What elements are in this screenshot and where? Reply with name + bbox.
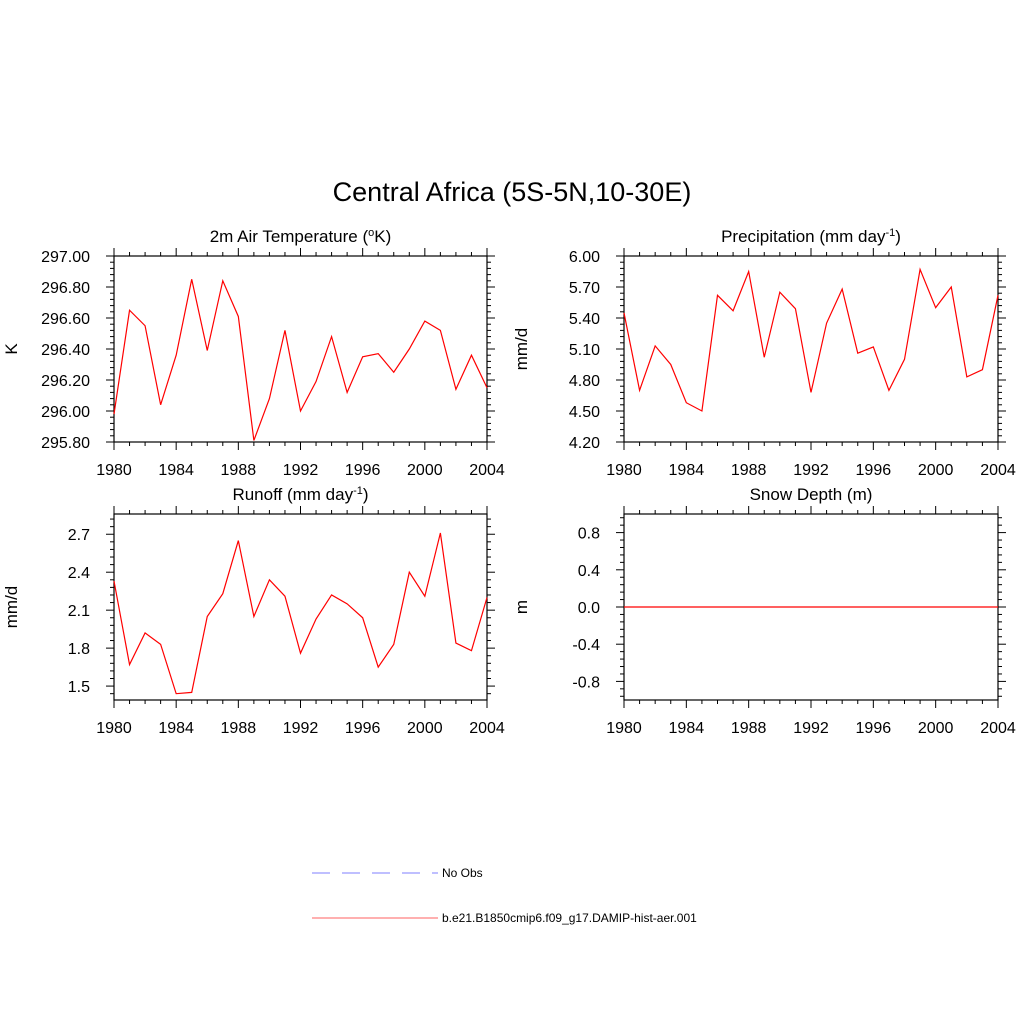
- panel-title: Snow Depth (m): [750, 485, 873, 504]
- y-tick-label: 295.80: [41, 435, 90, 452]
- panel-title-tail: K): [374, 227, 391, 246]
- y-tick-label: -0.4: [572, 637, 600, 654]
- panel-title: 2m Air Temperature (oK): [210, 227, 392, 246]
- y-tick-label: 6.00: [569, 249, 600, 266]
- y-tick-label: 296.20: [41, 373, 90, 390]
- y-tick-label: 5.10: [569, 342, 600, 359]
- y-tick-label: 2.1: [68, 603, 90, 620]
- panel-title-text: Runoff (mm day: [232, 485, 353, 504]
- y-tick-label: 297.00: [41, 249, 90, 266]
- x-tick-label: 1992: [793, 720, 829, 737]
- panel-title-tail: ): [895, 227, 901, 246]
- figure-title: Central Africa (5S-5N,10-30E): [333, 177, 692, 207]
- x-tick-label: 1996: [345, 720, 381, 737]
- plot-frame: [113, 255, 488, 443]
- panel-title-superscript: -1: [353, 485, 363, 497]
- panel-title-text: Precipitation (mm day: [721, 227, 886, 246]
- series-line-1: [113, 278, 488, 441]
- y-tick-label: 0.8: [578, 526, 600, 543]
- x-tick-label: 1984: [669, 720, 705, 737]
- x-tick-label: 2004: [980, 462, 1016, 479]
- panel-title-superscript: -1: [885, 227, 895, 239]
- x-tick-label: 1992: [283, 462, 319, 479]
- x-tick-label: 1980: [606, 462, 642, 479]
- x-tick-label: 2000: [407, 720, 443, 737]
- y-tick-label: 4.50: [569, 404, 600, 421]
- y-tick-label: 296.40: [41, 342, 90, 359]
- legend-label-1: No Obs: [442, 866, 483, 880]
- x-tick-label: 1996: [345, 462, 381, 479]
- x-tick-label: 1980: [606, 720, 642, 737]
- y-tick-label: 4.20: [569, 435, 600, 452]
- panel-3: 1980 1984 1988 1992 1996 2000 2004 1.5 1.8 2.1 2.4…: [2, 485, 505, 737]
- x-tick-label: 2000: [407, 462, 443, 479]
- y-tick-label: 4.80: [569, 373, 600, 390]
- x-tick-label: 1992: [793, 462, 829, 479]
- plot-frame: [623, 255, 999, 443]
- panel-title-tail: ): [363, 485, 369, 504]
- x-tick-label: 2000: [918, 720, 954, 737]
- x-tick-label: 1996: [856, 462, 892, 479]
- panel-1: 1980 1984 1988 1992 1996 2000 2004 295.80 296.00…: [2, 227, 505, 479]
- x-tick-label: 1984: [158, 462, 194, 479]
- panel-title: Runoff (mm day-1): [232, 485, 368, 504]
- y-tick-label: 1.5: [68, 679, 90, 696]
- y-axis-label: mm/d: [512, 328, 531, 371]
- y-tick-label: 0.4: [578, 563, 600, 580]
- x-tick-label: 1988: [731, 462, 767, 479]
- panel-title-text: 2m Air Temperature (: [210, 227, 369, 246]
- series-line-1: [113, 532, 488, 695]
- panel-2: 1980 1984 1988 1992 1996 2000 2004 4.20 4.50 4.80…: [512, 227, 1016, 479]
- x-tick-label: 2004: [980, 720, 1016, 737]
- panels: 1980 1984 1988 1992 1996 2000 2004 295.80 296.00…: [2, 227, 1016, 737]
- y-tick-label: 5.70: [569, 280, 600, 297]
- panel-title-text: Snow Depth (m): [750, 485, 873, 504]
- x-tick-label: 1996: [856, 720, 892, 737]
- y-tick-label: 0.0: [578, 600, 600, 617]
- legend: No Obs b.e21.B1850cmip6.f09_g17.DAMIP-his…: [312, 866, 697, 925]
- y-tick-label: 296.80: [41, 280, 90, 297]
- x-tick-label: 1984: [669, 462, 705, 479]
- x-tick-label: 2004: [469, 462, 505, 479]
- legend-label-2: b.e21.B1850cmip6.f09_g17.DAMIP-hist-aer.…: [442, 911, 697, 925]
- y-tick-label: 5.40: [569, 311, 600, 328]
- y-tick-label: -0.8: [572, 674, 600, 691]
- x-tick-label: 1992: [283, 720, 319, 737]
- y-tick-label: 2.7: [68, 527, 90, 544]
- x-tick-label: 1984: [158, 720, 194, 737]
- y-tick-label: 1.8: [68, 641, 90, 658]
- x-tick-label: 1988: [731, 720, 767, 737]
- y-tick-label: 296.60: [41, 311, 90, 328]
- x-tick-label: 1988: [221, 720, 257, 737]
- panel-4: 1980 1984 1988 1992 1996 2000 2004 -0.8 -0.4 0.0 0…: [512, 485, 1016, 737]
- panel-title: Precipitation (mm day-1): [721, 227, 901, 246]
- x-tick-label: 1980: [96, 720, 132, 737]
- y-tick-label: 2.4: [68, 565, 90, 582]
- y-axis-label: mm/d: [2, 586, 21, 629]
- y-tick-label: 296.00: [41, 404, 90, 421]
- panel-title-superscript: o: [368, 227, 374, 239]
- x-tick-label: 1980: [96, 462, 132, 479]
- x-tick-label: 1988: [221, 462, 257, 479]
- y-axis-label: K: [2, 343, 21, 355]
- x-tick-label: 2000: [918, 462, 954, 479]
- x-tick-label: 2004: [469, 720, 505, 737]
- series-line-1: [623, 267, 999, 412]
- y-axis-label: m: [512, 600, 531, 614]
